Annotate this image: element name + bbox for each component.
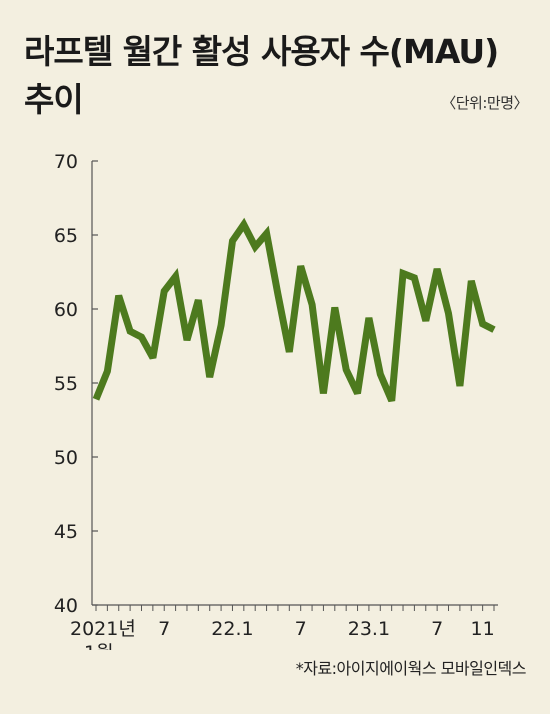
y-tick-label: 45: [54, 521, 78, 543]
chart-title-line2: 추이: [24, 80, 84, 119]
source-note: *자료:아이지에이웍스 모바일인덱스: [295, 659, 527, 678]
chart-title-line1: 라프텔 월간 활성 사용자 수(MAU): [24, 32, 499, 71]
line-chart: 40 45 50 55 60 65 70 2021년1월 7 22.1 7 23.1 7 11: [54, 151, 498, 650]
y-tick-label: 55: [54, 373, 78, 395]
y-tick-label: 50: [54, 447, 78, 469]
series-group: [92, 217, 496, 403]
y-tick-label: 40: [54, 595, 78, 617]
x-tick-label: 23.1: [348, 618, 390, 640]
unit-label: 〈단위:만명〉: [441, 94, 528, 112]
x-tick-label: 7: [158, 618, 170, 640]
x-tick-label: 22.1: [211, 618, 253, 640]
y-ticks: 40 45 50 55 60 65 70: [54, 151, 98, 617]
y-tick-label: 60: [54, 299, 78, 321]
series-line: [92, 217, 496, 403]
x-tick-label: 2021년1월: [70, 618, 136, 650]
x-tick-label: 7: [295, 618, 307, 640]
chart-axes: [91, 161, 498, 606]
x-tick-label: 11: [471, 618, 495, 640]
x-ticks: 2021년1월 7 22.1 7 23.1 7 11: [70, 605, 495, 650]
chart-title: 라프텔 월간 활성 사용자 수(MAU) 추이: [24, 28, 524, 124]
x-tick-label: 7: [431, 618, 443, 640]
y-tick-label: 65: [54, 225, 78, 247]
y-tick-label: 70: [54, 151, 78, 173]
